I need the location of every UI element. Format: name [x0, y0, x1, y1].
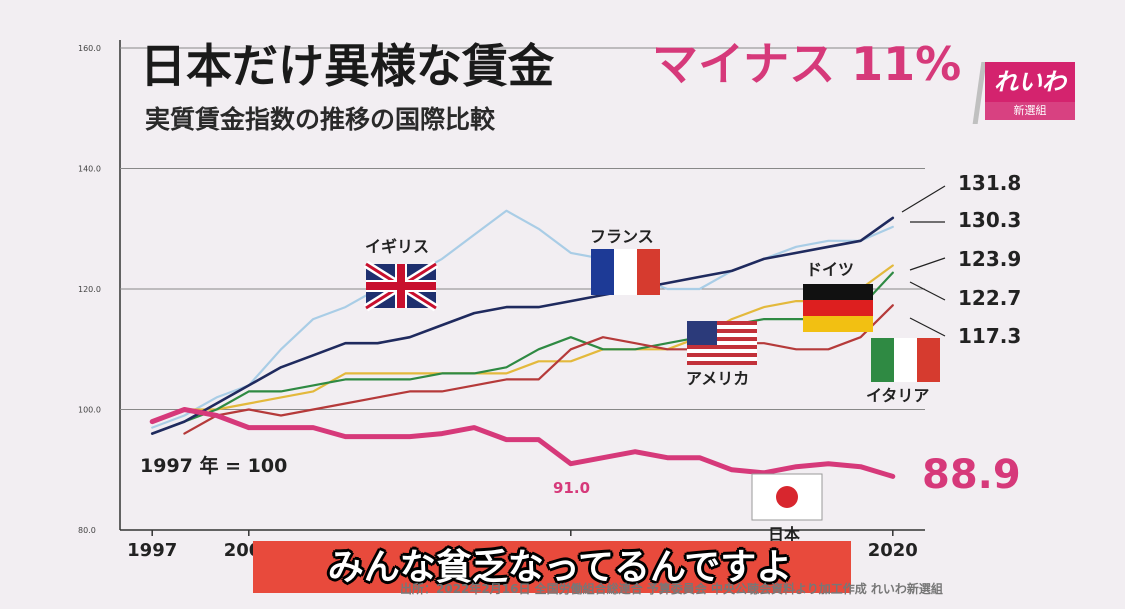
- series-line-4: [151, 271, 894, 435]
- chart-title-highlight: マイナス 11%: [652, 37, 961, 91]
- logo-subtext: 新選組: [985, 102, 1075, 120]
- end-label-france: 131.8: [958, 171, 1021, 195]
- label-italy: イタリア: [866, 386, 929, 405]
- x-tick-label: 2020: [868, 540, 918, 561]
- end-label-japan: 88.9: [922, 452, 1021, 498]
- series-line-0: [149, 407, 896, 479]
- uk-flag-icon: [363, 260, 439, 312]
- baseline-note: 1997 年 = 100: [140, 454, 287, 477]
- germany-flag-icon: [803, 284, 873, 332]
- source-note: 出所：2022年2月16日 全国労働組合総連合 予算委員会 中央公聴会資料より加…: [400, 582, 943, 596]
- end-label-usa: 122.7: [958, 286, 1021, 310]
- series-lines: [149, 209, 896, 479]
- japan-point-label: 91.0: [553, 479, 590, 497]
- end-label-italy: 117.3: [958, 324, 1021, 348]
- logo-text: れいわ: [985, 62, 1075, 102]
- chart-title: 日本だけ異様な賃金: [140, 39, 555, 93]
- end-label-pointers: [901, 185, 946, 337]
- label-germany: ドイツ: [806, 260, 854, 279]
- usa-flag-icon: [687, 321, 757, 365]
- y-tick-label: 120.0: [78, 285, 101, 294]
- end-label-uk: 130.3: [958, 208, 1021, 232]
- subtitle-caption: みんな貧乏なってるんですよ: [327, 547, 793, 588]
- x-tick-label: 1997: [127, 540, 177, 561]
- y-tick-label: 160.0: [78, 44, 101, 53]
- chart-subtitle: 実質賃金指数の推移の国際比較: [145, 105, 496, 134]
- gridlines: [120, 47, 925, 410]
- france-flag-icon: [591, 249, 660, 295]
- y-tick-labels: 80.0 100.0 120.0 140.0 160.0: [78, 44, 101, 535]
- reiwa-logo: れいわ 新選組: [972, 62, 1075, 124]
- y-tick-label: 80.0: [78, 526, 96, 535]
- series-line-2: [150, 216, 895, 435]
- label-japan: 日本: [768, 525, 800, 544]
- caption-background: [253, 541, 851, 593]
- japan-flag-icon: [751, 473, 823, 521]
- label-uk: イギリス: [365, 237, 429, 256]
- y-tick-label: 100.0: [78, 406, 101, 415]
- y-tick-label: 140.0: [78, 165, 101, 174]
- italy-flag-icon: [871, 338, 940, 382]
- label-france: フランス: [590, 227, 654, 246]
- series-line-5: [183, 304, 894, 435]
- series-line-3: [151, 264, 894, 423]
- label-usa: アメリカ: [686, 369, 749, 388]
- end-label-germany: 123.9: [958, 247, 1021, 271]
